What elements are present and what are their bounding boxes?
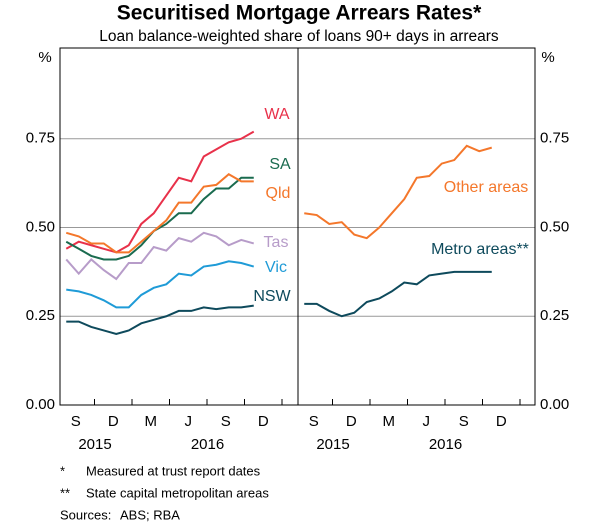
y-tick-label: 0.00 — [26, 396, 55, 413]
year-label: 2016 — [429, 436, 462, 453]
x-tick-label: D — [108, 413, 119, 430]
y-tick-label: 0.25 — [540, 307, 569, 324]
note-text: ABS; RBA — [120, 507, 180, 522]
note-text: State capital metropolitan areas — [86, 485, 269, 500]
year-label: 2015 — [78, 436, 111, 453]
note-marker: ** — [60, 485, 70, 500]
x-tick-label: D — [346, 413, 357, 430]
series-line — [66, 304, 254, 336]
series-label: SA — [269, 156, 291, 173]
series-label: NSW — [253, 288, 291, 305]
series-label: Qld — [266, 185, 291, 202]
series-label: Metro areas** — [431, 241, 529, 258]
x-tick-label: D — [496, 413, 507, 430]
x-tick-label: M — [383, 413, 396, 430]
x-tick-label: M — [145, 413, 158, 430]
series-label: Tas — [264, 234, 289, 251]
chart-subtitle: Loan balance-weighted share of loans 90+… — [99, 28, 499, 45]
y-unit: % — [541, 49, 554, 66]
y-tick-label: 0.75 — [540, 130, 569, 147]
x-tick-label: S — [459, 413, 469, 430]
y-tick-label: 0.00 — [540, 396, 569, 413]
series-line — [65, 176, 254, 261]
y-tick-label: 0.75 — [26, 130, 55, 147]
chart-title: Securitised Mortgage Arrears Rates* — [117, 2, 482, 25]
year-label: 2015 — [316, 436, 349, 453]
note-marker: Sources: — [60, 507, 111, 522]
series-line — [66, 260, 255, 309]
x-tick-label: J — [185, 413, 193, 430]
series-label: WA — [264, 106, 290, 123]
x-tick-label: S — [221, 413, 231, 430]
year-label: 2016 — [191, 436, 224, 453]
series-label: Other areas — [444, 179, 528, 196]
y-tick-label: 0.50 — [26, 218, 55, 235]
x-tick-label: J — [423, 413, 431, 430]
series-line — [304, 144, 493, 240]
series-line — [65, 130, 255, 254]
y-tick-label: 0.25 — [26, 307, 55, 324]
x-tick-label: S — [309, 413, 319, 430]
series-label: Vic — [265, 259, 287, 276]
series-line — [304, 270, 492, 318]
y-tick-label: 0.50 — [540, 218, 569, 235]
series-line — [65, 231, 255, 281]
x-tick-label: D — [258, 413, 269, 430]
series-line — [65, 173, 254, 254]
x-tick-label: S — [71, 413, 81, 430]
y-unit: % — [38, 49, 51, 66]
note-marker: * — [60, 463, 65, 478]
note-text: Measured at trust report dates — [86, 463, 261, 478]
